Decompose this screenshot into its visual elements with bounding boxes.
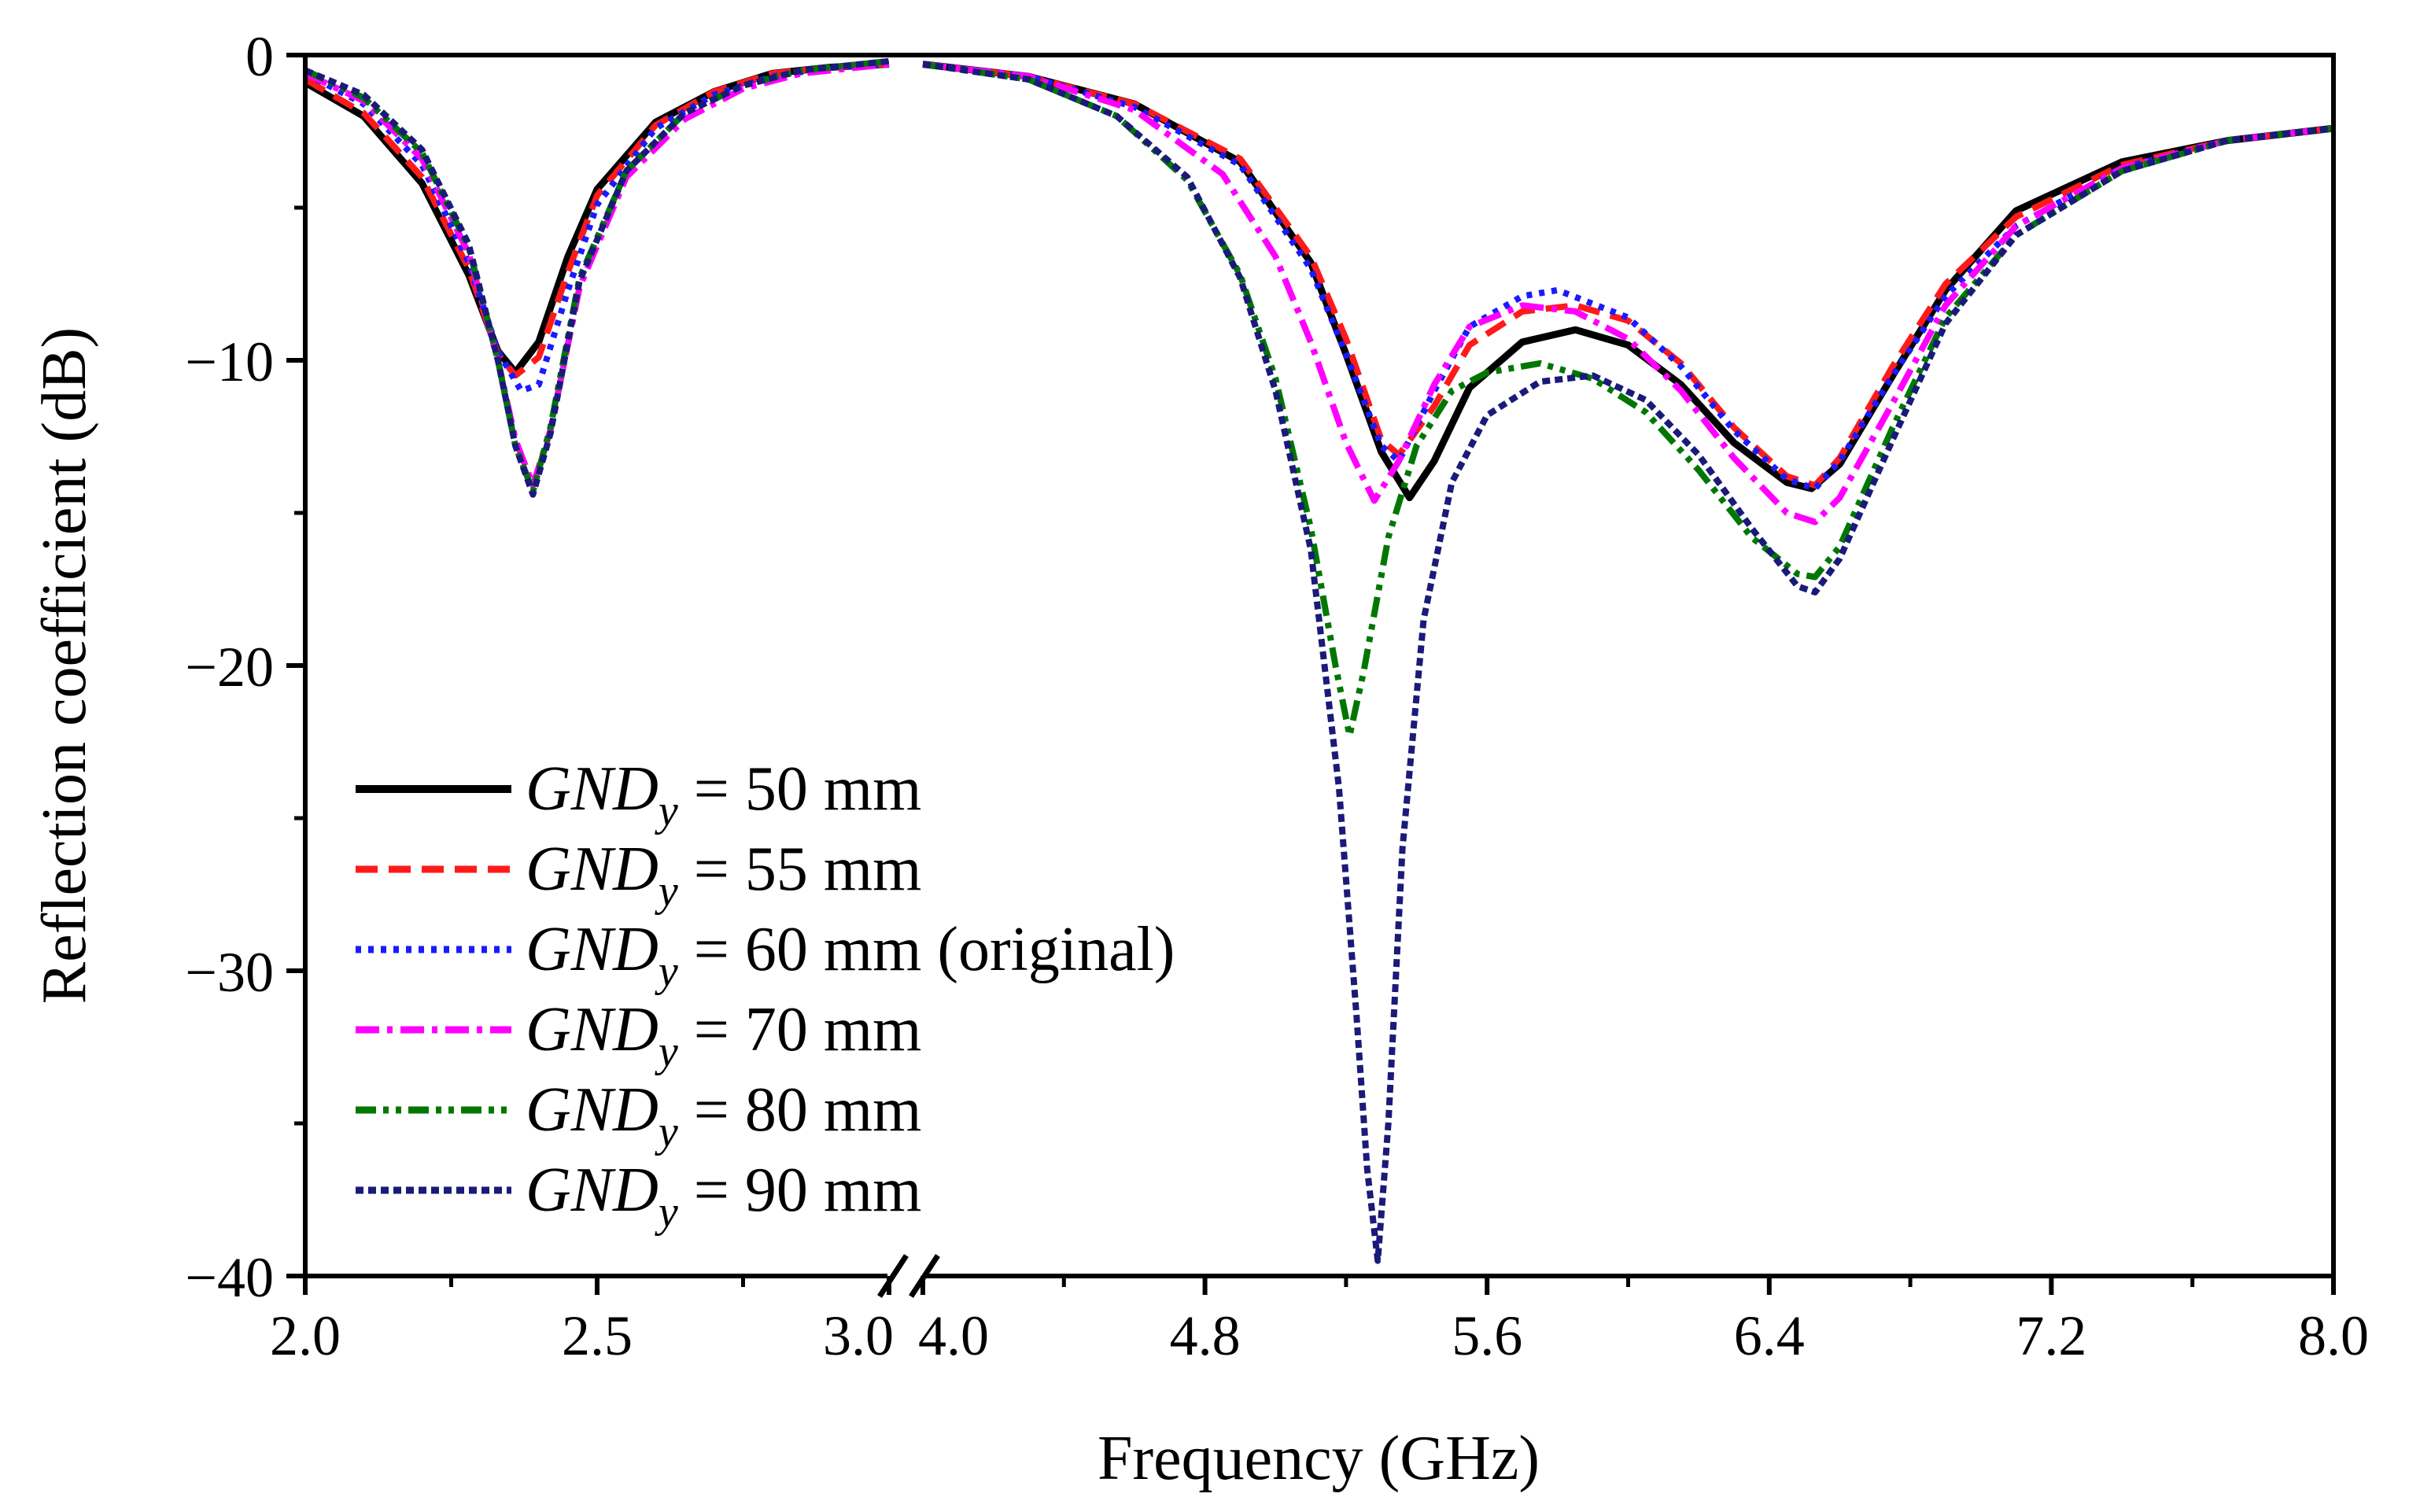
legend-item-6: GNDy = 90 mm [356,1156,921,1237]
legend-item-5: GNDy = 80 mm [356,1075,921,1156]
series-line-1-segment-1 [305,61,890,376]
x-tick-label: 4.0 [918,1304,989,1367]
series-line-4-segment-2 [922,61,2333,526]
series-line-6-segment-2 [922,61,2333,1264]
legend-item-3: GNDy = 60 mm (original) [356,915,1175,996]
x-tick-label: 7.2 [2016,1304,2086,1367]
x-tick-label: 5.6 [1452,1304,1522,1367]
series-line-4-segment-1 [305,61,890,489]
y-tick-label: −30 [185,941,274,1004]
x-axis-label: Frequency (GHz) [1098,1424,1540,1493]
y-axis-label: Reflection coefficient (dB) [30,327,99,1004]
y-tick-label: −40 [185,1246,274,1309]
series-line-6-segment-1 [305,57,890,498]
x-tick-label: 6.4 [1734,1304,1805,1367]
series-line-2-segment-2 [922,61,2333,489]
legend-label: GNDy = 90 mm [526,1156,921,1237]
legend-label: GNDy = 70 mm [526,995,921,1076]
x-tick-label: 3.0 [823,1304,894,1367]
y-tick-label: −20 [185,636,274,699]
series-layer [305,57,2333,1264]
x-tick-label: 4.8 [1170,1304,1241,1367]
series-line-2-segment-1 [305,61,890,379]
series-line-5-segment-2 [922,61,2333,739]
legend-item-2: GNDy = 55 mm [356,835,921,916]
y-tick-label: −10 [185,330,274,393]
x-tick-label: 2.5 [562,1304,633,1367]
series-line-3-segment-1 [305,61,890,394]
legend-label: GNDy = 50 mm [526,754,921,835]
legend-item-4: GNDy = 70 mm [356,995,921,1076]
series-line-3-segment-2 [922,61,2333,492]
legend-label: GNDy = 55 mm [526,835,921,916]
legend-item-1: GNDy = 50 mm [356,754,921,835]
legend-label: GNDy = 60 mm (original) [526,915,1175,996]
legend-label: GNDy = 80 mm [526,1075,921,1156]
y-tick-label: 0 [245,25,274,88]
x-tick-label: 2.0 [270,1304,341,1367]
axis-layer: 0 −10 −20 −30 −402.0 2.5 3.0 4.0 4.8 5.6 6.4 7.2 8.0 [185,25,2369,1367]
axis-break-mark [877,1254,909,1298]
series-line-1-segment-2 [922,61,2333,502]
x-tick-label: 8.0 [2298,1304,2369,1367]
